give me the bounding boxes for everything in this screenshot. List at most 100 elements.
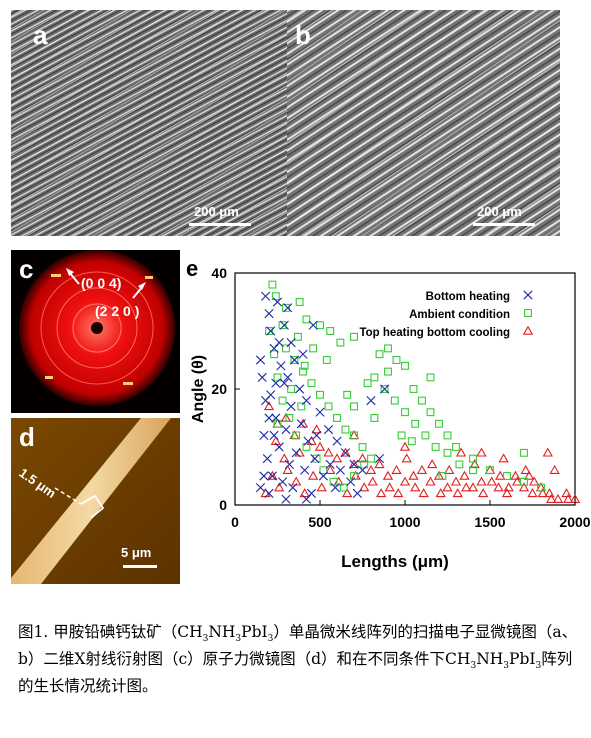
data-point xyxy=(264,413,274,423)
data-point xyxy=(358,443,367,451)
data-point xyxy=(501,488,513,498)
data-point xyxy=(281,494,291,504)
data-point xyxy=(326,327,335,335)
data-point xyxy=(281,425,291,435)
data-point xyxy=(512,476,523,486)
data-point xyxy=(561,488,572,498)
data-point xyxy=(376,488,387,498)
data-point xyxy=(308,470,319,480)
data-point xyxy=(295,384,305,394)
data-point xyxy=(333,414,341,422)
data-point xyxy=(311,424,322,434)
scale-bar-b xyxy=(473,223,535,226)
x-tick-label: 1500 xyxy=(474,514,505,530)
data-point xyxy=(336,338,345,347)
data-point xyxy=(518,482,530,492)
data-point xyxy=(264,488,274,498)
data-point xyxy=(291,448,301,458)
data-point xyxy=(523,470,535,480)
afm-image-graphic xyxy=(11,418,180,584)
data-point xyxy=(296,419,306,429)
data-point xyxy=(341,425,350,434)
data-point xyxy=(350,402,358,411)
data-point xyxy=(503,482,514,492)
data-point xyxy=(266,390,276,400)
data-point xyxy=(257,372,267,382)
y-axis-label: Angle (θ) xyxy=(190,355,207,423)
data-point xyxy=(348,459,360,469)
panel-letter-b: b xyxy=(295,20,311,50)
panel-c-xrd-pattern: c (0 0 4) (2 2 0 ) xyxy=(11,250,180,413)
data-point xyxy=(549,464,560,474)
data-point xyxy=(301,396,311,406)
data-point xyxy=(279,453,290,463)
data-point xyxy=(264,309,274,319)
data-point xyxy=(307,379,316,388)
data-point xyxy=(435,419,443,428)
panel-letter-c: c xyxy=(19,254,34,284)
x-tick-label: 2000 xyxy=(559,514,590,530)
data-point xyxy=(271,378,281,388)
data-point xyxy=(380,384,390,394)
data-point xyxy=(384,367,392,376)
data-point xyxy=(476,447,487,457)
data-point xyxy=(537,488,548,498)
data-point xyxy=(397,431,406,440)
data-point xyxy=(452,488,463,498)
data-point xyxy=(350,332,358,341)
panel-letter-d: d xyxy=(19,422,35,452)
data-point xyxy=(542,447,553,457)
data-point xyxy=(393,488,404,498)
data-point xyxy=(340,447,351,457)
data-point xyxy=(325,464,336,474)
data-point xyxy=(276,361,286,371)
panel-b-sem-image: b 200 μm xyxy=(287,10,560,236)
data-point xyxy=(259,471,269,481)
panel-d-afm-image: d 1.5 μm 5 μm xyxy=(11,418,180,584)
data-point xyxy=(302,315,311,324)
scale-bar-d xyxy=(123,565,157,568)
data-point xyxy=(349,459,359,469)
data-point xyxy=(421,431,430,440)
data-point xyxy=(274,338,284,348)
data-point xyxy=(255,483,266,493)
data-point xyxy=(431,443,440,451)
data-point xyxy=(366,396,376,406)
figure-caption: 图1. 甲胺铅碘钙钛矿（CH3NH3PbI3）单晶微米线阵列的扫描电子显微镜图（… xyxy=(18,623,578,695)
data-point xyxy=(401,453,412,463)
panel-letter-a: a xyxy=(33,20,48,50)
data-point xyxy=(293,332,302,341)
data-point xyxy=(270,350,279,359)
data-point xyxy=(520,448,528,457)
data-point xyxy=(478,488,489,498)
data-point xyxy=(343,390,352,399)
data-point xyxy=(282,303,290,312)
data-point xyxy=(435,488,446,498)
data-point xyxy=(290,356,299,364)
data-point xyxy=(267,471,277,481)
data-point xyxy=(272,297,283,307)
data-point xyxy=(316,390,324,399)
data-point xyxy=(498,453,509,463)
data-point xyxy=(283,372,293,382)
data-point xyxy=(486,466,494,475)
data-point xyxy=(367,476,378,486)
data-point xyxy=(418,488,429,498)
data-point xyxy=(319,466,328,475)
data-point xyxy=(283,303,293,313)
panel-e-chart: Bottom heating Ambient condition Top heati… xyxy=(180,250,591,590)
data-point xyxy=(443,448,452,457)
data-point xyxy=(325,459,335,469)
data-point xyxy=(270,435,281,445)
data-point xyxy=(375,350,384,359)
data-point xyxy=(370,414,379,422)
sem-image-b-graphic xyxy=(287,10,560,236)
data-point xyxy=(261,291,271,301)
data-point xyxy=(365,464,377,474)
data-point xyxy=(303,436,313,446)
data-point xyxy=(418,396,426,405)
data-point xyxy=(292,431,301,440)
data-point xyxy=(322,356,331,364)
data-point xyxy=(339,483,348,492)
data-point xyxy=(520,477,528,486)
